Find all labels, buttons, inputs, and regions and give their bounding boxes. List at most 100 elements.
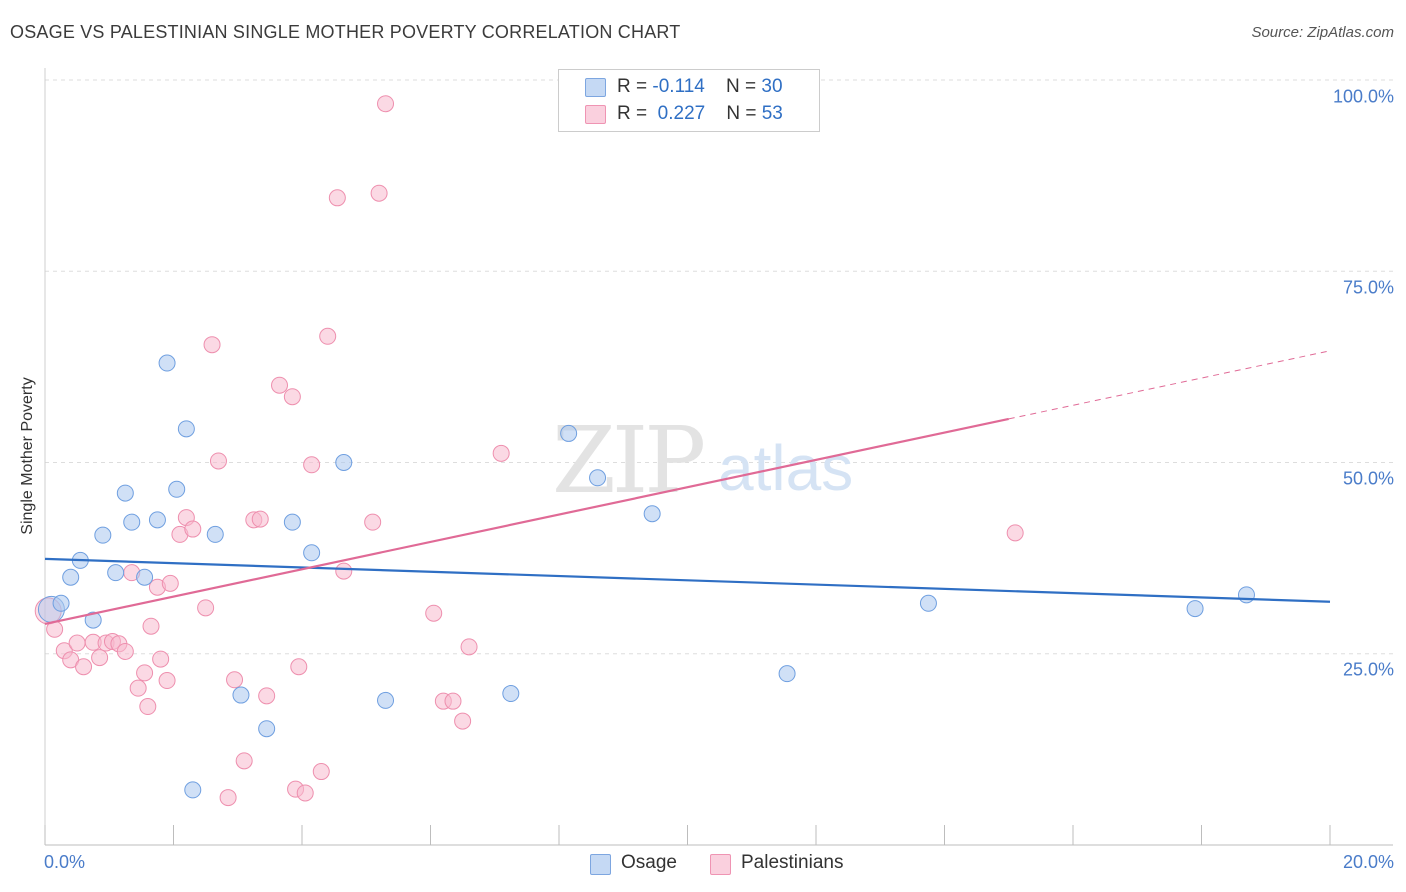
palestinians-point [129,679,147,697]
palestinians-point [460,638,478,656]
palestinians-point [184,520,202,538]
osage-point [107,564,125,582]
palestinians-n-value: 53 [761,103,783,124]
palestinians-point [303,456,321,474]
palestinians-point [219,789,237,807]
palestinians-point [328,189,346,207]
palestinians-point [209,452,227,470]
watermark-atlas: atlas [718,432,853,504]
palestinians-point [197,599,215,617]
n-label: N = [726,103,757,124]
watermark-zip: ZIP [552,407,703,514]
osage-point [136,568,154,586]
palestinians-point [142,617,160,635]
legend-palestinians-stats: R = 0.227 N = 53 [617,103,783,125]
palestinians-point [161,574,179,592]
osage-swatch [585,78,606,97]
palestinians-point [139,698,157,716]
chart-title: OSAGE VS PALESTINIAN SINGLE MOTHER POVER… [10,22,681,42]
osage-point [84,611,102,629]
palestinians-point [335,562,353,580]
axes [44,68,1393,846]
y-tick-25: 25.0% [1342,659,1394,680]
palestinians-point [364,513,382,531]
palestinians-point [251,510,269,528]
gridlines [45,79,1393,655]
osage-point [258,720,276,738]
osage-point [377,691,395,709]
correlation-legend: R = -0.114 N = 30 R = 0.227 N = 53 [558,69,820,132]
legend-palestinians-label: Palestinians [741,852,844,873]
palestinians-point [158,672,176,690]
palestinians-points [34,95,1024,807]
palestinians-trend-extension [1008,350,1331,420]
osage-point [560,424,578,442]
x-tick-20: 20.0% [1342,852,1394,872]
palestinians-swatch [585,105,606,124]
source-label: Source: ZipAtlas.com [1251,24,1394,41]
osage-point [62,568,80,586]
osage-trend-line [44,557,1331,603]
palestinians-point [203,336,221,354]
osage-point [335,454,353,471]
palestinians-swatch [710,854,731,875]
palestinians-point [68,634,86,652]
osage-point [283,513,301,531]
palestinians-point [319,327,337,345]
osage-point [303,544,321,562]
palestinians-point [377,95,395,113]
osage-points [37,354,1255,799]
palestinians-point [1006,524,1024,542]
osage-swatch [590,854,611,875]
palestinians-point [283,388,301,406]
osage-point [643,505,661,523]
palestinians-point [492,444,510,462]
palestinians-point [444,692,462,710]
osage-point [184,781,202,799]
palestinians-point [370,184,388,202]
osage-r-value: -0.114 [652,76,705,97]
palestinians-point [271,376,289,394]
osage-point [116,484,134,502]
osage-point [1237,586,1255,604]
osage-point [919,594,937,612]
osage-point [94,526,112,544]
osage-point [589,469,607,487]
osage-point [778,665,796,683]
x-tick-0: 0.0% [44,852,86,872]
osage-point [168,480,186,498]
palestinians-point [75,658,93,676]
y-tick-50: 50.0% [1342,468,1394,489]
palestinians-point [91,649,109,667]
legend-osage-label: Osage [621,852,677,873]
osage-point [206,525,224,543]
trend-lines [44,350,1331,625]
osage-point [148,511,166,529]
palestinians-point [152,650,170,668]
palestinians-point [312,763,330,781]
y-tick-75: 75.0% [1342,277,1394,298]
n-label: N = [725,76,757,97]
legend-osage-stats: R = -0.114 N = 30 [617,76,783,98]
palestinians-point [235,752,253,770]
palestinians-point [136,664,154,682]
osage-point [158,354,176,372]
y-tick-100: 100.0% [1332,86,1394,107]
osage-point [232,686,250,704]
r-label: R = [617,76,648,97]
palestinians-point [425,604,443,622]
palestinians-point [296,784,314,802]
palestinians-point [258,687,276,705]
palestinians-r-value: 0.227 [657,103,706,124]
watermark: ZIP atlas [552,407,853,514]
palestinians-point [226,671,244,689]
osage-point [52,594,70,612]
palestinians-point [290,658,308,676]
palestinians-point [116,642,134,660]
osage-n-value: 30 [761,76,783,97]
osage-point [123,513,141,531]
palestinians-point [454,712,472,730]
palestinians-trend-line [44,417,1009,625]
osage-point [1186,600,1204,618]
